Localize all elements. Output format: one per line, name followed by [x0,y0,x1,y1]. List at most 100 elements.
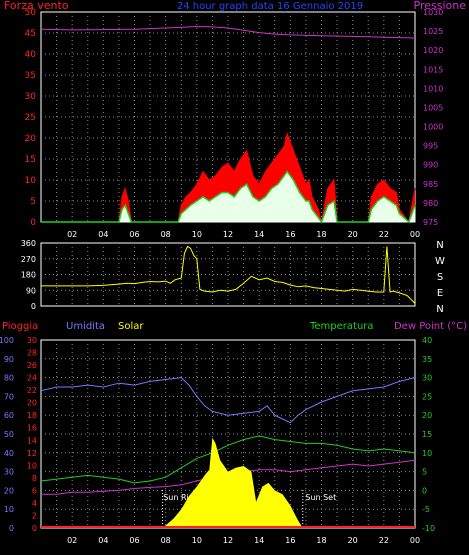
header-left-label: Forza vento [4,0,69,12]
direction-line [41,245,416,304]
direction-axis-tick: 270 [21,255,36,264]
humidity-axis-tick: 50 [4,430,14,439]
pressure-axis-tick: 1000 [423,123,443,132]
wind-pressure-time-tick: 00 [410,230,420,239]
temperature-axis-tick: 15 [422,430,432,439]
humidity-temperature-time-tick: 10 [192,536,202,545]
wind-axis-tick: 5 [30,197,36,207]
wind-pressure-time-tick: 20 [348,230,358,239]
wind-axis-tick: 45 [25,29,36,39]
direction-axis-tick: 180 [21,271,36,280]
legend-solar: Solar [118,321,144,332]
rain-axis-tick: 6 [32,486,37,495]
wind-pressure-time-tick: 16 [285,230,295,239]
rain-axis-tick: 8 [32,474,37,483]
humidity-temperature-time-tick: 12 [223,536,233,545]
rain-axis-tick: 12 [27,449,37,458]
temperature-axis-tick: 5 [422,468,427,477]
humidity-axis-tick: 80 [4,374,14,383]
rain-axis-tick: 20 [27,399,37,408]
rain-axis-tick: 14 [27,436,37,445]
wind-pressure-time-tick: 12 [223,230,233,239]
rain-axis-tick: 4 [32,499,37,508]
humidity-temperature-time-tick: 08 [161,536,171,545]
humidity-temperature-time-tick: 14 [254,536,264,545]
header-title: 24 hour graph data 16 Gennaio 2019 [177,1,363,12]
wind-pressure-time-tick: 04 [98,230,108,239]
rain-axis-tick: 28 [27,349,37,358]
temperature-axis-tick: 20 [422,411,432,420]
wind-axis-tick: 10 [25,176,37,186]
header-right-label: Pressione [414,0,467,12]
rain-axis-tick: 16 [27,424,37,433]
humidity-axis-tick: 20 [4,486,14,495]
wind-axis-tick: 40 [25,50,37,60]
wind-pressure-time-tick: 10 [192,230,202,239]
rain-axis-tick: 22 [27,386,37,395]
wind-pressure-time-tick: 06 [129,230,139,239]
pressure-axis-tick: 1025 [423,27,443,36]
rain-axis-tick: 26 [27,361,37,370]
compass-label: E [437,288,443,299]
temperature-axis-tick: 10 [422,449,432,458]
wind-average-area [41,171,415,222]
wind-pressure-time-tick: 08 [161,230,171,239]
temperature-axis-tick: 30 [422,374,432,383]
rain-axis-tick: 10 [27,461,37,470]
humidity-axis-tick: 60 [4,411,14,420]
pressure-axis-tick: 975 [423,218,438,227]
pressure-axis-tick: 990 [423,161,438,170]
wind-average-line [41,170,416,224]
humidity-line [40,377,416,424]
wind-axis-tick: 0 [30,218,36,228]
pressure-axis-tick: 1010 [423,84,443,93]
compass-label: S [437,272,443,283]
wind-pressure-time-tick: 18 [316,230,326,239]
humidity-temperature-time-tick: 22 [379,536,389,545]
temperature-axis-tick: 25 [422,392,432,401]
temperature-line [40,435,416,484]
wind-gust-line [41,132,416,224]
wind-gust-area [41,133,415,222]
rain-axis-tick: 24 [27,374,37,383]
humidity-temperature-time-tick: 04 [98,536,108,545]
pressure-axis-tick: 985 [423,180,438,189]
legend-temperature: Temperatura [309,321,374,332]
direction-axis-tick: 360 [21,239,36,248]
legend-dewpoint: Dew Point (°C) [394,321,467,332]
wind-pressure-time-tick: 02 [67,230,77,239]
sunset-label: Sun Set [305,493,336,502]
pressure-axis-tick: 1015 [423,65,443,74]
humidity-temperature-time-tick: 18 [316,536,326,545]
humidity-axis-tick: 10 [4,505,14,514]
pressure-axis-tick: 980 [423,199,438,208]
rain-axis-tick: 0 [32,524,37,533]
legend-humidity: Umidita [66,321,105,332]
compass-label: W [435,256,445,267]
pressure-axis-tick: 1030 [423,8,443,17]
pressure-line [40,25,416,39]
wind-axis-tick: 30 [25,92,37,102]
rain-axis-tick: 18 [27,411,37,420]
sunrise-label: Sun Rise [163,493,198,502]
humidity-axis-tick: 40 [4,449,14,458]
humidity-temperature-time-tick: 02 [67,536,77,545]
compass-label: N [436,304,443,315]
temperature-axis-tick: 0 [422,486,427,495]
wind-axis-tick: 20 [25,134,37,144]
pressure-axis-tick: 1005 [423,103,443,112]
rain-axis-tick: 2 [32,511,37,520]
temperature-axis-tick: 40 [422,336,432,345]
temperature-axis-tick: -5 [422,505,430,514]
wind-axis-tick: 50 [25,8,37,18]
pressure-axis-tick: 1020 [423,46,443,55]
compass-label: N [436,240,443,251]
humidity-axis-tick: 0 [9,524,14,533]
wind-pressure-time-tick: 22 [379,230,389,239]
wind-axis-tick: 25 [25,113,36,123]
legend-rain: Pioggia [2,321,38,332]
